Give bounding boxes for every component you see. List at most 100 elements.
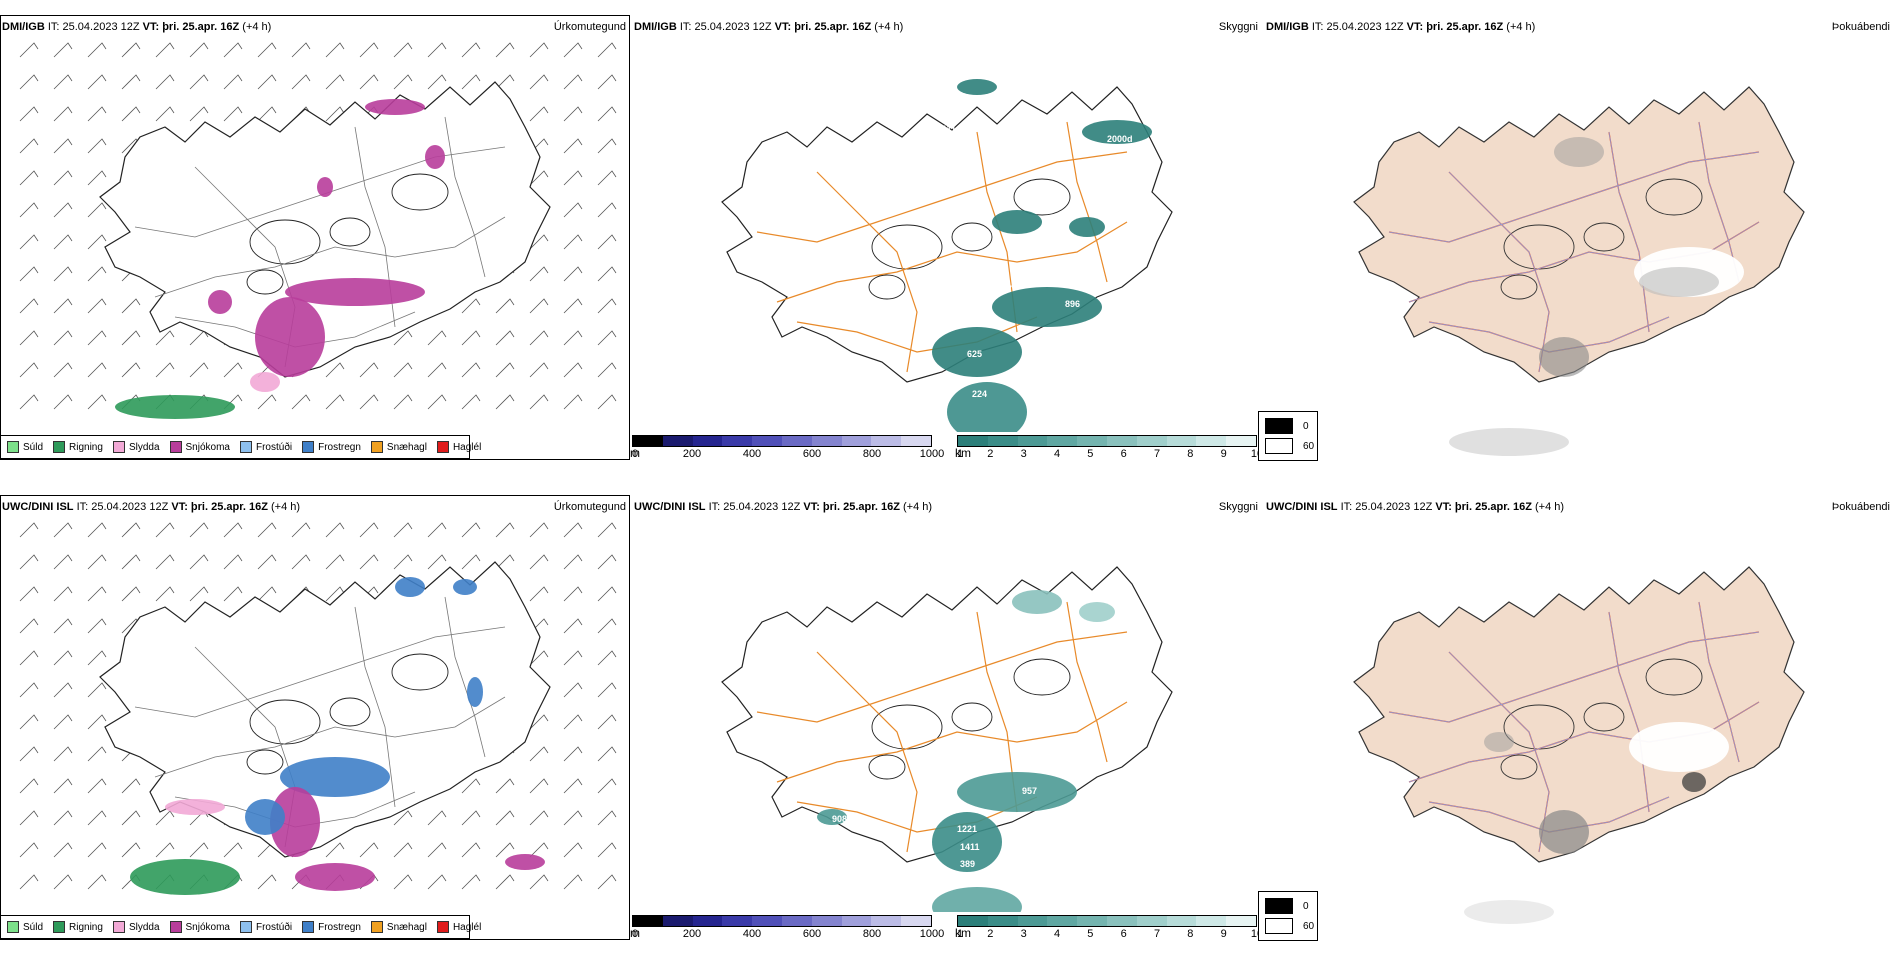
colorbar-tick: 7: [1153, 448, 1161, 460]
wind-barb: [257, 874, 277, 890]
model-source: UWC/DINI ISL: [1266, 501, 1338, 513]
wind-barb: [223, 106, 243, 122]
wind-barb: [53, 266, 73, 282]
wind-barb: [155, 554, 175, 570]
legend-item: Snæhagl: [370, 921, 427, 933]
glacier-outline: [391, 653, 449, 691]
glacier-outline: [1013, 658, 1071, 696]
wind-barb: [121, 362, 141, 378]
wind-barb: [427, 74, 447, 90]
colorbar-segment: [633, 436, 663, 446]
colorbar-segment: [662, 436, 693, 446]
wind-barb: [257, 586, 277, 602]
precip-area: [270, 787, 320, 857]
visibility-map: 957 908 1221 1411 389: [721, 566, 1173, 912]
legend-item: Haglél: [436, 921, 481, 933]
wind-barb: [87, 522, 107, 538]
wind-barb: [19, 554, 39, 570]
glacier-outline: [1500, 754, 1538, 780]
wind-barb: [461, 874, 481, 890]
colorbar-tick: 800: [862, 448, 882, 460]
wind-barb: [563, 714, 583, 730]
wind-barb: [223, 74, 243, 90]
wind-barb: [257, 74, 277, 90]
colorbar-segment: [692, 916, 723, 926]
colorbar-segment: [871, 916, 902, 926]
wind-barb: [563, 234, 583, 250]
colorbar-segment: [1047, 916, 1078, 926]
legend-label: Snæhagl: [386, 921, 427, 933]
cloudbase-colorbar: 0 200 400 600 800 1000 m: [630, 435, 944, 465]
wind-barb: [529, 330, 549, 346]
panel-visibility-uwc: UWC/DINI ISL IT: 25.04.2023 12Z VT: þri.…: [630, 495, 1263, 965]
colorbar-segment: [1047, 436, 1078, 446]
road-line: [444, 116, 486, 278]
map-value-label: 625: [967, 349, 982, 359]
wind-barb: [529, 874, 549, 890]
wind-barb: [87, 106, 107, 122]
precip-area: [425, 145, 445, 169]
wind-barb: [597, 266, 617, 282]
road-line: [1388, 151, 1760, 243]
legend-label: Frostúði: [255, 921, 293, 933]
wind-barb: [529, 778, 549, 794]
colorbar-segment: [662, 916, 693, 926]
wind-barb: [189, 362, 209, 378]
wind-barb: [87, 746, 107, 762]
wind-barb: [87, 298, 107, 314]
legend-item: Frostregn: [302, 921, 361, 933]
colorbar-tick: 1: [957, 448, 964, 460]
fog-legend-min: 0: [1303, 900, 1309, 912]
panel-header: DMI/IGB IT: 25.04.2023 12Z VT: þri. 25.a…: [632, 15, 1262, 39]
wind-barb: [495, 778, 515, 794]
road-line: [756, 631, 1128, 723]
glacier-outline: [1013, 178, 1071, 216]
wind-barb: [53, 714, 73, 730]
wind-barb: [87, 874, 107, 890]
wind-barb: [257, 106, 277, 122]
road-line: [1608, 131, 1650, 333]
colorbar-tick: 200: [682, 448, 702, 460]
wind-barb: [19, 362, 39, 378]
wind-barb: [563, 170, 583, 186]
colorbar-segment: [1136, 436, 1167, 446]
wind-barb: [87, 682, 107, 698]
wind-barb: [529, 266, 549, 282]
wind-barb: [597, 842, 617, 858]
wind-barb: [495, 330, 515, 346]
wind-barb: [461, 522, 481, 538]
map-value-label: 1011: [935, 384, 955, 394]
precip-area: [1082, 120, 1152, 144]
precip-area: [280, 757, 390, 797]
legend-item: Frostúði: [239, 441, 292, 453]
colorbar-segment: [752, 436, 782, 446]
glacier-outline: [868, 274, 906, 300]
colorbar-segment: [1226, 916, 1256, 926]
panel-header: UWC/DINI ISL IT: 25.04.2023 12Z VT: þri.…: [0, 495, 630, 519]
wind-barb: [155, 522, 175, 538]
colorbar-ticks: 1 2 3 4 5 6 7 8 9 10: [957, 927, 1263, 941]
precip-area: [1539, 810, 1589, 854]
wind-barb: [19, 746, 39, 762]
panel-fog-dmi: DMI/IGB IT: 25.04.2023 12Z VT: þri. 25.a…: [1258, 15, 1894, 485]
iceland-coastline: 3160 2000d 110 111 967 896 1267 625 1011 224: [721, 79, 1173, 432]
wind-barb: [393, 42, 413, 58]
iceland-coastline: [99, 81, 551, 419]
precip-area: [1464, 900, 1554, 924]
precip-map: [19, 42, 617, 419]
wind-barb: [461, 74, 481, 90]
wind-barb: [53, 554, 73, 570]
wind-barb: [563, 650, 583, 666]
fog-legend-max: 60: [1303, 440, 1315, 452]
wind-barb: [495, 74, 515, 90]
colorbar-tick: 4: [1053, 928, 1061, 940]
legend-label: Slydda: [128, 441, 160, 453]
wind-barb: [563, 138, 583, 154]
wind-barb: [597, 330, 617, 346]
legend-item: Haglél: [436, 441, 481, 453]
glacier-outline: [1645, 178, 1703, 216]
wind-barb: [563, 810, 583, 826]
wind-barb: [223, 362, 243, 378]
colorbar-tick: 9: [1220, 448, 1227, 460]
wind-barb: [563, 618, 583, 634]
